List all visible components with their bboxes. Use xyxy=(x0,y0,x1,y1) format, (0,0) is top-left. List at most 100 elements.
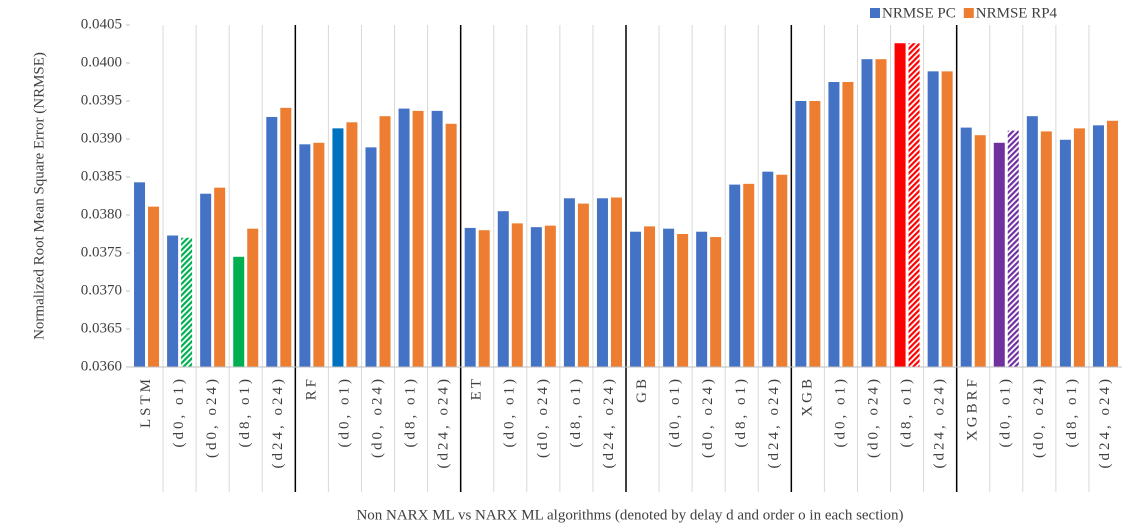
bar xyxy=(993,142,1005,367)
bar xyxy=(233,256,245,367)
bar xyxy=(398,108,410,367)
bar xyxy=(181,237,193,367)
x-tick-label: (d24, o24) xyxy=(270,376,286,469)
bar xyxy=(200,193,212,367)
bar xyxy=(1059,139,1071,367)
bar xyxy=(861,59,873,367)
bar xyxy=(729,184,741,367)
bar xyxy=(842,82,854,367)
x-tick-label: (d8, o1) xyxy=(237,376,253,448)
bar xyxy=(332,128,344,367)
bar xyxy=(313,142,325,367)
x-tick-label: (d0, o1) xyxy=(667,376,683,448)
y-tick-label: 0.0385 xyxy=(81,168,122,184)
x-tick-label: (d24, o24) xyxy=(932,376,948,469)
bar xyxy=(379,116,391,367)
x-tick-label: GB xyxy=(634,376,650,403)
x-tick-label: (d8, o1) xyxy=(733,376,749,448)
x-tick-label: XGB xyxy=(799,376,815,417)
y-axis-title: Normalized Root Mean Square Error (NRMSE… xyxy=(31,52,47,340)
x-tick-label: XGBRF xyxy=(965,376,981,441)
bar xyxy=(247,228,259,367)
x-tick-label: (d0, o1) xyxy=(832,376,848,448)
x-tick-label: (d0, o1) xyxy=(171,376,187,448)
x-tick-label: (d0, o1) xyxy=(336,376,352,448)
x-axis-title: Non NARX ML vs NARX ML algorithms (denot… xyxy=(356,507,903,523)
bar xyxy=(148,206,160,367)
bar xyxy=(828,82,840,367)
bar xyxy=(167,235,179,367)
bar xyxy=(544,225,556,367)
bar xyxy=(743,183,755,367)
x-tick-label: (d24, o24) xyxy=(436,376,452,469)
bar xyxy=(960,127,972,367)
bar xyxy=(644,226,656,367)
bar xyxy=(630,231,642,367)
bar xyxy=(577,203,589,367)
y-tick-label: 0.0375 xyxy=(81,244,122,260)
bar xyxy=(908,43,920,368)
bar xyxy=(1026,116,1038,367)
bar xyxy=(464,227,476,367)
x-tick-label: (d24, o24) xyxy=(601,376,617,469)
bar xyxy=(431,110,443,367)
bar xyxy=(1092,125,1104,367)
bar xyxy=(478,230,490,367)
bar xyxy=(563,198,575,367)
legend-swatch xyxy=(963,8,974,18)
x-tick-label: (d0, o24) xyxy=(700,376,716,458)
bar xyxy=(1073,128,1085,367)
x-tick-label: (d8, o1) xyxy=(568,376,584,448)
x-tick-label: ET xyxy=(469,376,485,400)
bar xyxy=(677,234,689,367)
legend-label: NRMSE PC xyxy=(882,5,956,21)
x-tick-label: (d24, o24) xyxy=(1097,376,1113,469)
bar xyxy=(776,174,788,367)
bar xyxy=(511,223,523,367)
bar xyxy=(412,110,424,367)
bar xyxy=(1106,120,1118,367)
y-tick-label: 0.0370 xyxy=(81,282,122,298)
bar xyxy=(214,187,226,367)
legend-label: NRMSE RP4 xyxy=(976,5,1058,21)
bar xyxy=(974,135,986,367)
bar xyxy=(346,122,358,367)
x-tick-label: (d24, o24) xyxy=(766,376,782,469)
x-tick-label: (d0, o24) xyxy=(204,376,220,458)
x-tick-label: (d0, o1) xyxy=(502,376,518,448)
bar xyxy=(596,198,608,367)
y-tick-label: 0.0360 xyxy=(81,358,122,374)
bar xyxy=(1007,130,1019,367)
bar xyxy=(299,144,311,367)
bar xyxy=(941,71,953,368)
bar xyxy=(795,101,807,367)
y-tick-label: 0.0390 xyxy=(81,130,122,146)
bar xyxy=(875,59,887,367)
x-tick-label: (d0, o1) xyxy=(998,376,1014,448)
x-tick-label: RF xyxy=(303,376,319,400)
bar xyxy=(530,227,542,367)
y-tick-label: 0.0395 xyxy=(81,92,122,108)
bar xyxy=(445,123,457,367)
x-tick-label: LSTM xyxy=(138,376,154,428)
x-tick-label: (d8, o1) xyxy=(403,376,419,448)
x-tick-label: (d0, o24) xyxy=(535,376,551,458)
bar xyxy=(894,43,906,368)
legend-swatch xyxy=(870,8,880,18)
bar xyxy=(610,197,622,367)
x-tick-label: (d8, o1) xyxy=(899,376,915,448)
x-tick-label: (d0, o24) xyxy=(865,376,881,458)
x-tick-label: (d0, o24) xyxy=(369,376,385,458)
bar xyxy=(365,147,377,367)
y-tick-label: 0.0400 xyxy=(81,54,122,70)
bar xyxy=(280,107,292,367)
bar xyxy=(809,101,821,367)
bar xyxy=(762,171,774,367)
x-tick-label: (d8, o1) xyxy=(1064,376,1080,448)
y-tick-label: 0.0405 xyxy=(81,16,122,32)
bar xyxy=(710,237,722,367)
y-tick-label: 0.0380 xyxy=(81,206,122,222)
bar xyxy=(266,116,278,368)
bar xyxy=(663,228,675,367)
y-tick-label: 0.0365 xyxy=(81,320,122,336)
